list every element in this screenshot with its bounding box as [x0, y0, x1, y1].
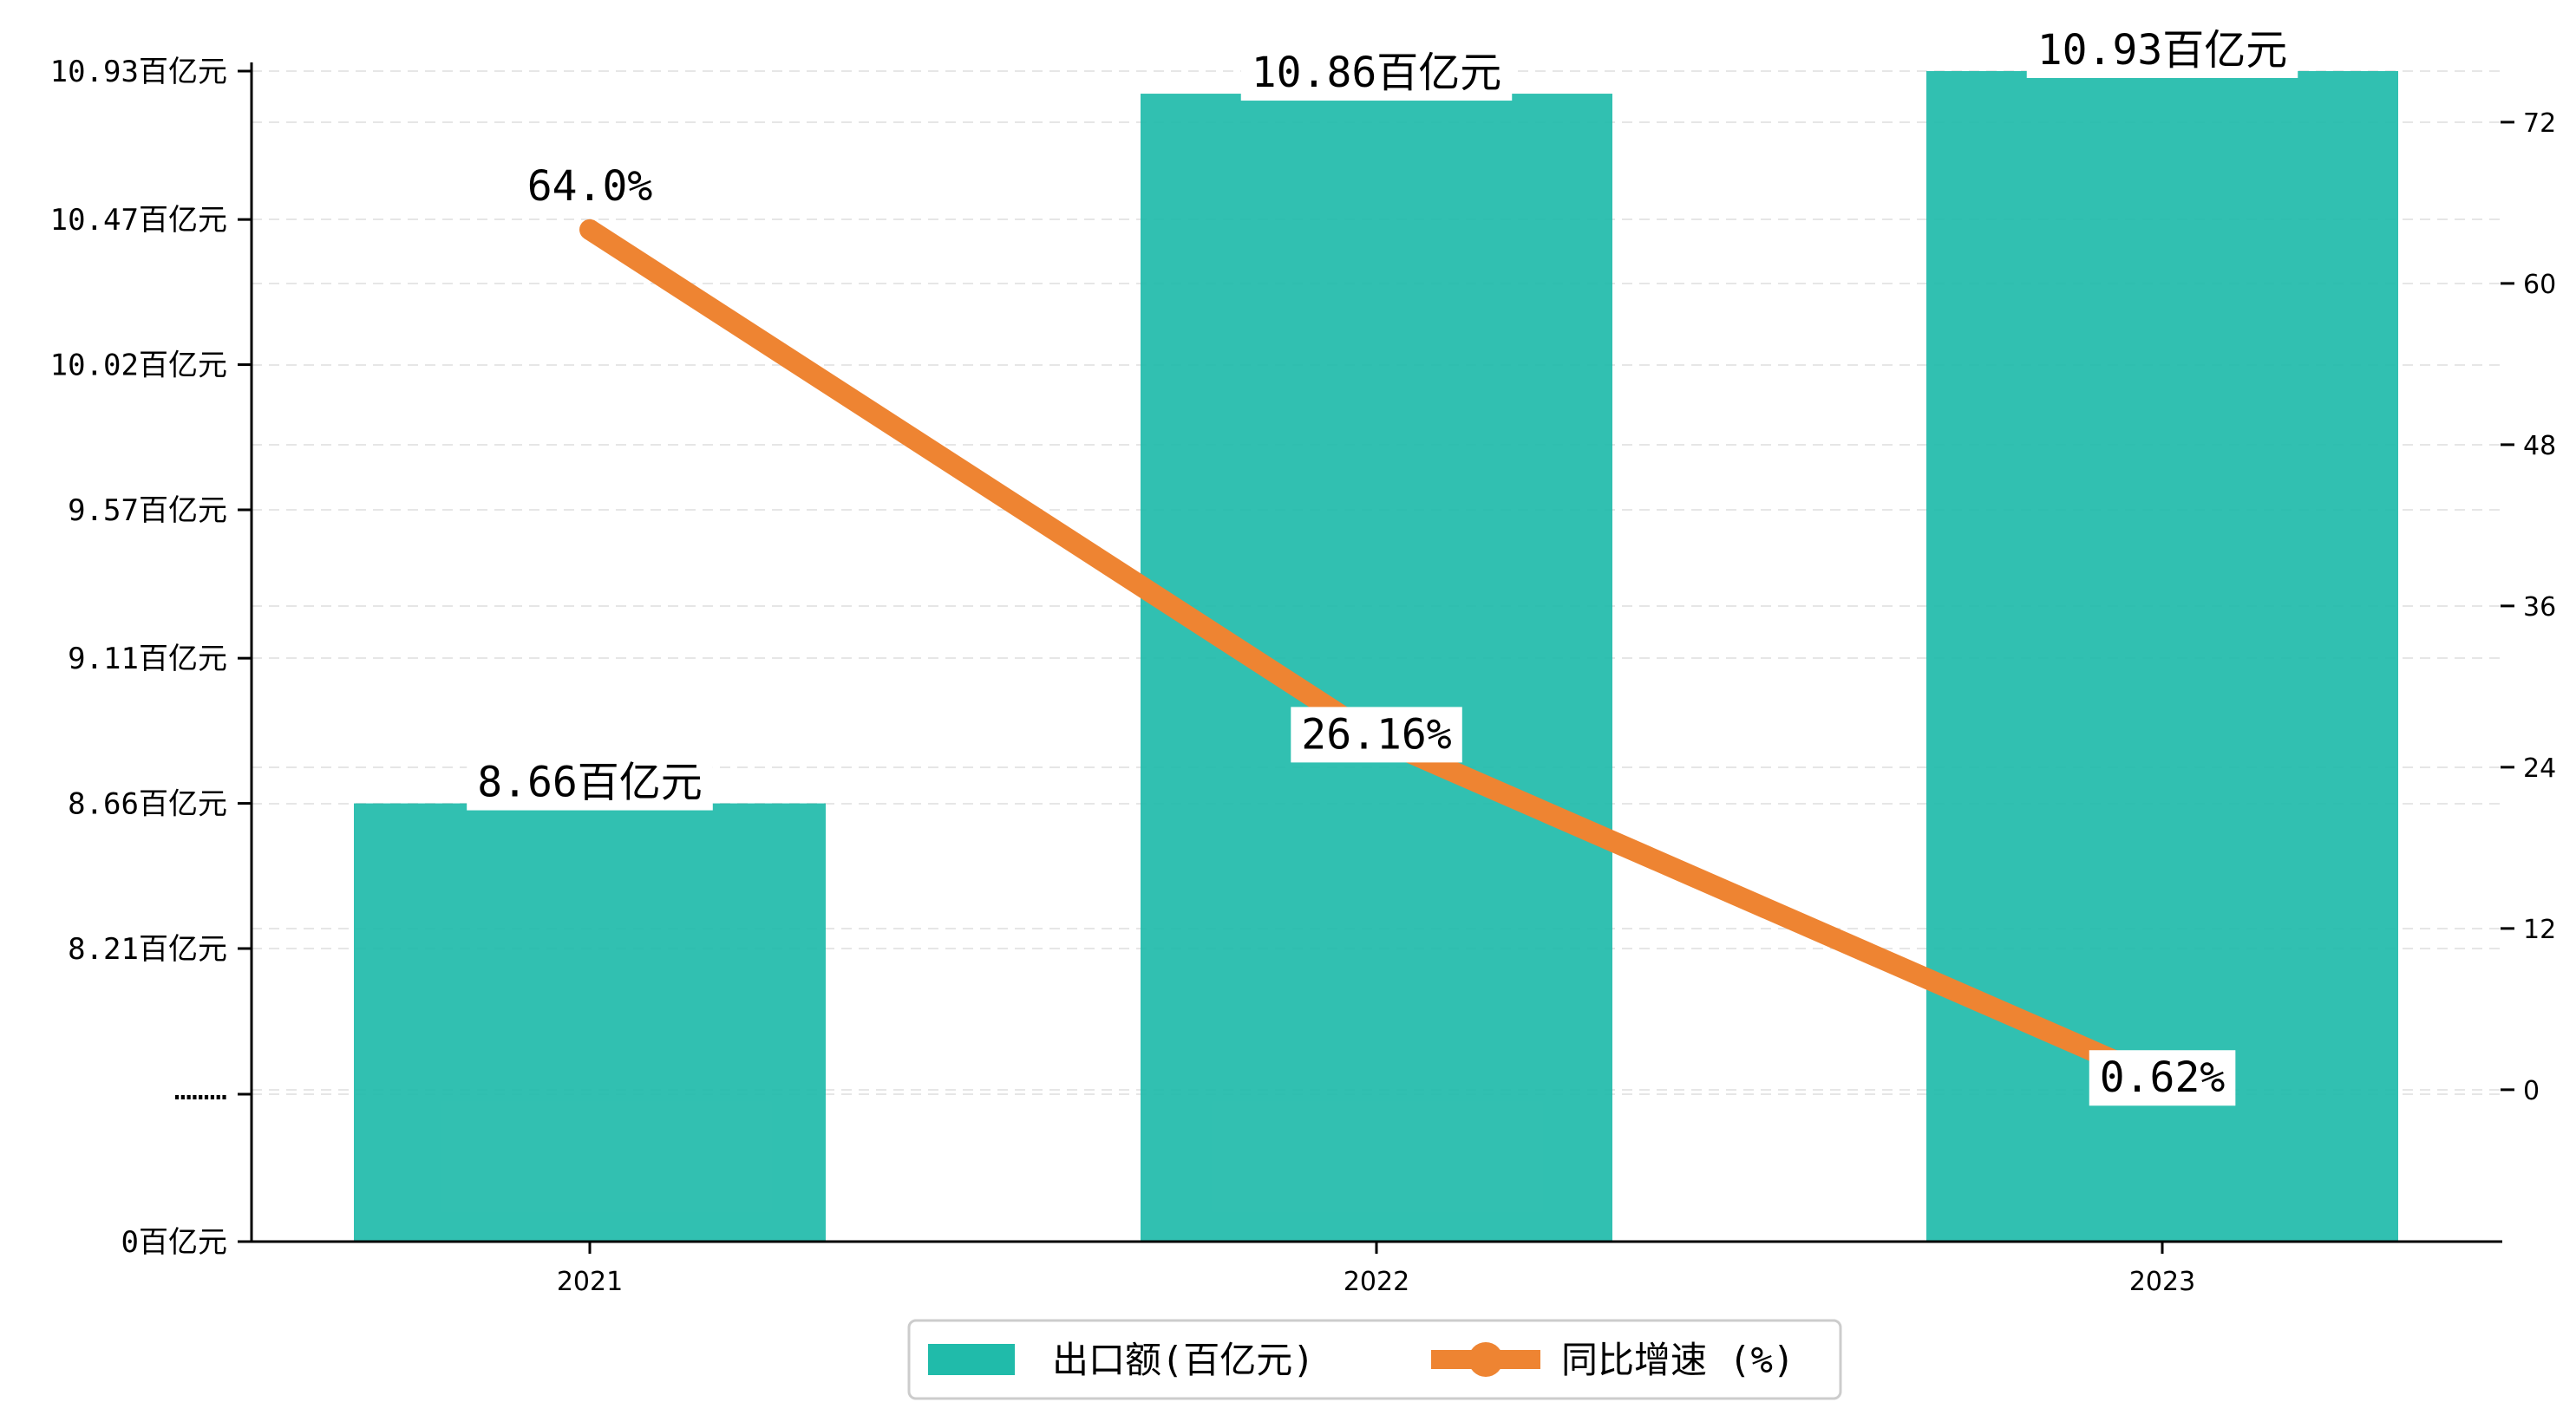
bar-2023	[1926, 71, 2398, 1242]
growth-value-label: 26.16%	[1291, 707, 1462, 763]
right-tick-label: 12	[2523, 915, 2556, 945]
legend-box	[907, 1319, 1842, 1400]
bar-2022	[1141, 94, 1612, 1242]
bar-value-label: 8.66百亿元	[467, 754, 713, 811]
left-tick-label: 10.93百亿元	[50, 55, 227, 89]
growth-value-label: 0.62%	[2089, 1050, 2236, 1106]
legend-line-label: 同比增速 (%)	[1561, 1339, 1795, 1381]
axis-break-label: ………	[174, 1073, 227, 1107]
growth-point-2021	[579, 218, 600, 240]
right-tick-label: 60	[2523, 270, 2556, 300]
legend-bar-label: 出口额(百亿元)	[1052, 1339, 1315, 1381]
growth-value-label: 64.0%	[516, 158, 664, 214]
legend: 出口额(百亿元) 同比增速 (%)	[907, 1319, 1842, 1400]
bar-value-label: 10.86百亿元	[1240, 45, 1513, 101]
right-tick-label: 48	[2523, 431, 2556, 461]
left-tick-label: 10.47百亿元	[50, 203, 227, 238]
bar-value-label: 10.93百亿元	[2026, 23, 2298, 78]
svg-text:64.0%: 64.0%	[527, 162, 653, 211]
legend-line-marker	[1468, 1342, 1503, 1377]
left-tick-label: 0百亿元	[121, 1225, 227, 1260]
left-tick-label: 9.57百亿元	[68, 493, 227, 528]
svg-text:10.93百亿元: 10.93百亿元	[2037, 26, 2288, 75]
left-tick-label: 8.21百亿元	[68, 932, 227, 967]
x-tick-label: 2021	[557, 1267, 623, 1297]
svg-text:10.86百亿元: 10.86百亿元	[1252, 49, 1502, 97]
svg-text:0.62%: 0.62%	[2100, 1053, 2226, 1102]
left-tick-label: 9.11百亿元	[68, 642, 227, 676]
svg-text:8.66百亿元: 8.66百亿元	[477, 759, 703, 807]
right-tick-label: 72	[2523, 108, 2556, 139]
left-tick-label: 10.02百亿元	[50, 349, 227, 383]
right-tick-label: 0	[2523, 1076, 2540, 1106]
left-tick-label: 8.66百亿元	[68, 787, 227, 822]
right-tick-label: 24	[2523, 753, 2556, 784]
legend-bar-swatch	[928, 1344, 1015, 1375]
axes: 0百亿元 8.21百亿元 8.66百亿元 9.11百亿元 9.57百亿元 10.02百亿元…	[50, 55, 2557, 1297]
bar-2021	[354, 803, 826, 1242]
bars	[354, 71, 2398, 1242]
svg-text:26.16%: 26.16%	[1301, 710, 1451, 759]
x-tick-label: 2022	[1344, 1267, 1409, 1297]
x-tick-label: 2023	[2129, 1267, 2195, 1297]
data-labels: 8.66百亿元 10.86百亿元 10.93百亿元 64.0% 26.16% 0.62%	[467, 23, 2298, 1106]
right-tick-label: 36	[2523, 592, 2556, 623]
